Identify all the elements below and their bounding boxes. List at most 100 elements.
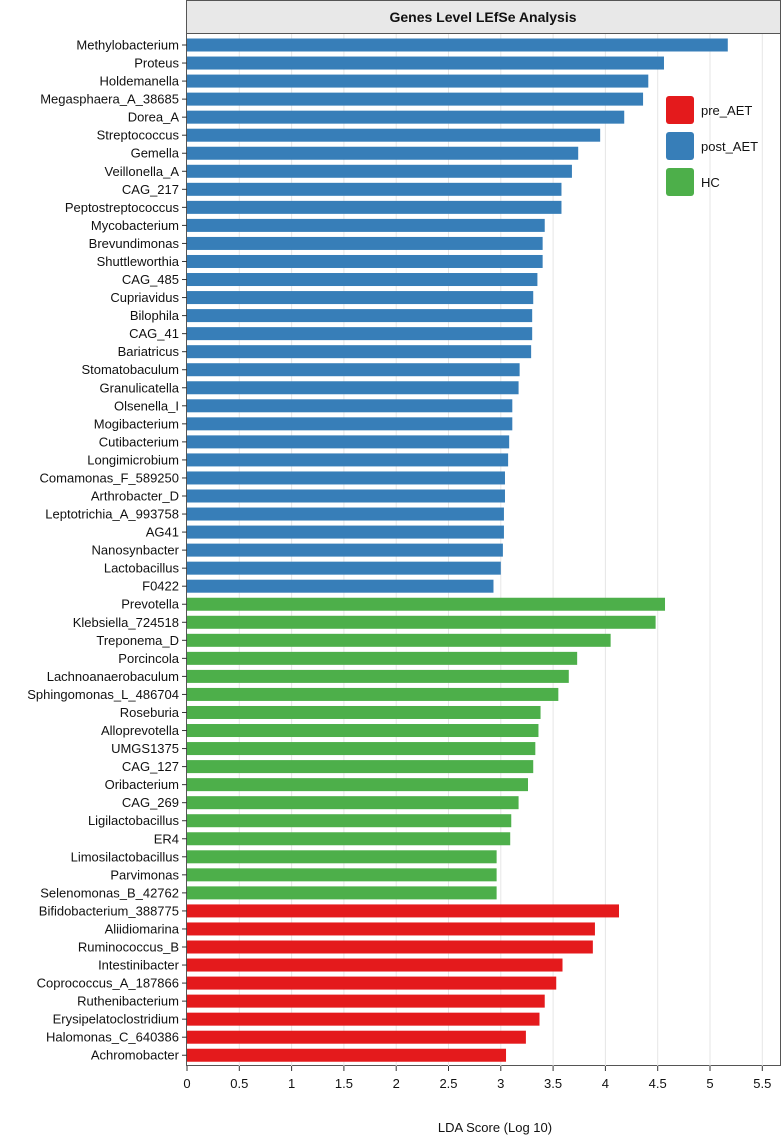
category-label: Holdemanella: [100, 74, 180, 89]
x-tick-label: 2.5: [439, 1076, 457, 1091]
category-label: Halomonas_C_640386: [46, 1030, 179, 1045]
category-label: Megasphaera_A_38685: [40, 92, 179, 107]
bar: [187, 507, 504, 521]
bar: [187, 742, 536, 756]
x-axis: 0 0.5 1 1.5 2 2.5 3 3.5 4 4.5 5 5.5: [183, 1066, 771, 1091]
category-label: Oribacterium: [105, 777, 179, 792]
bar: [187, 958, 563, 972]
category-labels: Methylobacterium Proteus Holdemanella Megas…: [27, 38, 187, 1063]
category-label: AG41: [146, 525, 179, 540]
category-label: Shuttleworthia: [97, 254, 180, 269]
bar: [187, 705, 541, 719]
category-label: Lachnoanaerobaculum: [47, 669, 179, 684]
bar: [187, 669, 569, 683]
category-label: Granulicatella: [100, 380, 180, 395]
category-label: CAG_41: [129, 326, 179, 341]
x-tick-label: 1.5: [335, 1076, 353, 1091]
category-label: Roseburia: [120, 705, 180, 720]
bar: [187, 236, 543, 250]
category-label: ER4: [154, 831, 179, 846]
x-tick-label: 5.5: [753, 1076, 771, 1091]
x-tick-label: 0: [183, 1076, 190, 1091]
category-label: Longimicrobium: [87, 452, 179, 467]
category-label: Coprococcus_A_187866: [37, 976, 179, 991]
bar: [187, 724, 539, 738]
bar: [187, 74, 649, 88]
bar: [187, 597, 666, 611]
legend-label: HC: [701, 175, 720, 190]
category-label: Klebsiella_724518: [73, 615, 179, 630]
category-label: Achromobacter: [91, 1048, 180, 1063]
bar: [187, 814, 512, 828]
category-label: Prevotella: [121, 597, 180, 612]
category-label: Dorea_A: [128, 110, 180, 125]
category-label: Cupriavidus: [110, 290, 179, 305]
bar: [187, 363, 520, 377]
category-label: CAG_485: [122, 272, 179, 287]
category-label: UMGS1375: [111, 741, 179, 756]
x-tick-label: 1: [288, 1076, 295, 1091]
category-label: Proteus: [134, 56, 179, 71]
title-strip: [186, 0, 781, 34]
bar: [187, 164, 572, 178]
bar: [187, 760, 534, 774]
legend-swatch: [666, 96, 694, 124]
category-label: Comamonas_F_589250: [40, 470, 179, 485]
bar: [187, 868, 497, 882]
bar: [187, 561, 501, 575]
legend-label: post_AET: [701, 139, 758, 154]
bar: [187, 886, 497, 900]
x-axis-label: LDA Score (Log 10): [438, 1120, 552, 1135]
bar: [187, 940, 593, 954]
category-label: Sphingomonas_L_486704: [27, 687, 179, 702]
bar: [187, 309, 533, 323]
bar: [187, 850, 497, 864]
category-label: Streptococcus: [97, 128, 180, 143]
bar: [187, 525, 504, 539]
chart-title: Genes Level LEfSe Analysis: [389, 9, 576, 25]
category-label: Ruminococcus_B: [78, 940, 179, 955]
bar: [187, 200, 562, 214]
bar: [187, 687, 559, 701]
x-tick-label: 3: [497, 1076, 504, 1091]
bar: [187, 92, 644, 106]
category-label: Leptotrichia_A_993758: [45, 507, 179, 522]
category-label: Cutibacterium: [99, 434, 179, 449]
category-label: Mycobacterium: [91, 218, 179, 233]
bar: [187, 291, 534, 305]
x-tick-label: 4.5: [649, 1076, 667, 1091]
bar: [187, 399, 513, 413]
x-tick-label: 5: [706, 1076, 713, 1091]
bar: [187, 1030, 526, 1044]
category-label: CAG_269: [122, 795, 179, 810]
category-label: Ruthenibacterium: [77, 994, 179, 1009]
bar: [187, 994, 545, 1008]
bar: [187, 471, 505, 485]
category-label: Olsenella_I: [114, 398, 179, 413]
category-label: Porcincola: [118, 651, 179, 666]
legend-swatch: [666, 168, 694, 196]
bar: [187, 1048, 507, 1062]
category-label: Selenomonas_B_42762: [40, 885, 179, 900]
x-tick-label: 3.5: [544, 1076, 562, 1091]
bar: [187, 796, 519, 810]
legend-label: pre_AET: [701, 103, 752, 118]
category-label: Veillonella_A: [105, 164, 180, 179]
bar: [187, 489, 505, 503]
category-label: CAG_127: [122, 759, 179, 774]
category-label: Mogibacterium: [94, 416, 179, 431]
category-label: F0422: [142, 579, 179, 594]
bar: [187, 778, 528, 792]
bar: [187, 904, 619, 918]
category-label: Arthrobacter_D: [91, 489, 179, 504]
bar: [187, 453, 509, 467]
category-label: Erysipelatoclostridium: [53, 1012, 179, 1027]
category-label: CAG_217: [122, 182, 179, 197]
bar: [187, 273, 538, 287]
category-label: Limosilactobacillus: [71, 849, 180, 864]
category-label: Nanosynbacter: [92, 543, 180, 558]
bar: [187, 435, 510, 449]
x-tick-label: 2: [393, 1076, 400, 1091]
category-label: Bifidobacterium_388775: [39, 903, 179, 918]
category-label: Parvimonas: [110, 867, 179, 882]
